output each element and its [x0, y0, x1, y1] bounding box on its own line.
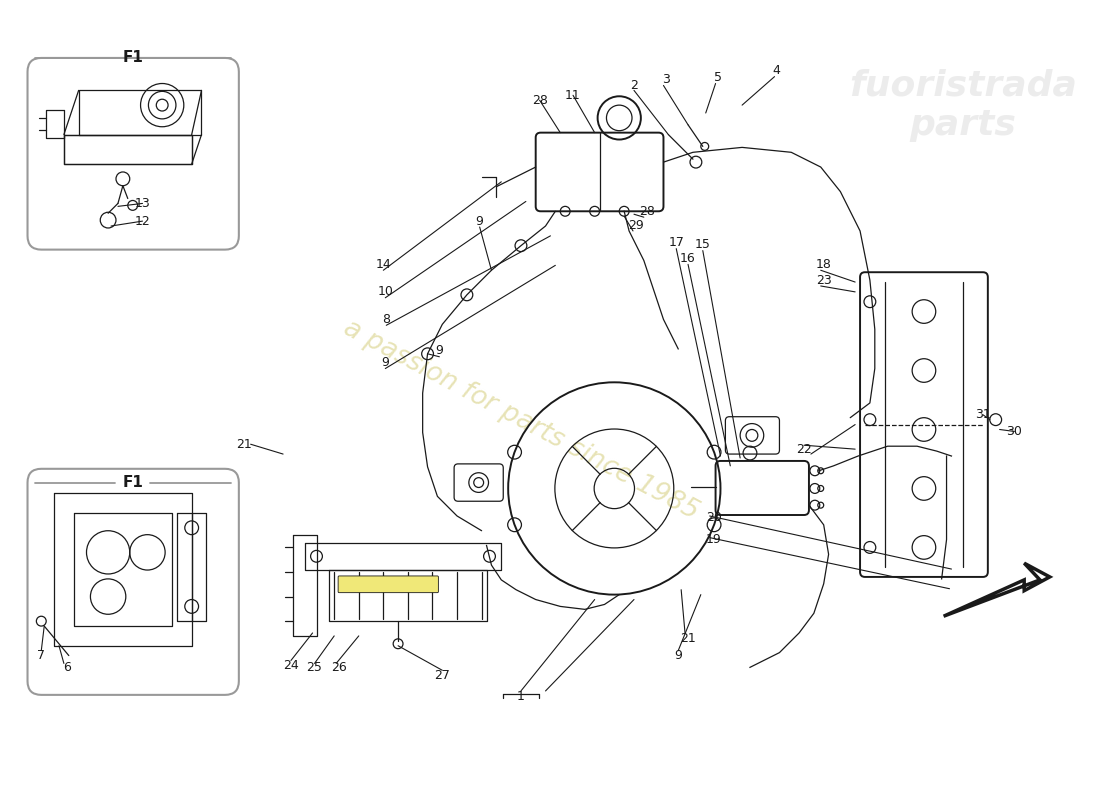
Text: 25: 25: [307, 661, 322, 674]
Text: 22: 22: [796, 442, 812, 456]
Text: 17: 17: [669, 236, 684, 250]
Text: 6: 6: [63, 661, 70, 674]
Text: 26: 26: [331, 661, 346, 674]
Text: 21: 21: [235, 438, 252, 450]
Text: 14: 14: [375, 258, 392, 271]
FancyBboxPatch shape: [338, 576, 439, 593]
Text: 11: 11: [565, 89, 581, 102]
Text: 2: 2: [630, 79, 638, 92]
Text: 16: 16: [680, 252, 696, 265]
Text: 27: 27: [434, 669, 450, 682]
Text: 1: 1: [517, 690, 525, 703]
Text: 31: 31: [975, 408, 991, 422]
Text: 21: 21: [680, 632, 696, 646]
Text: 8: 8: [383, 313, 390, 326]
Text: 7: 7: [37, 649, 45, 662]
Text: 28: 28: [531, 94, 548, 106]
Text: 30: 30: [1006, 425, 1022, 438]
Text: 15: 15: [695, 238, 711, 251]
Text: 12: 12: [134, 214, 151, 228]
Text: 4: 4: [772, 64, 780, 78]
Text: 5: 5: [714, 71, 722, 84]
Text: 20: 20: [706, 511, 722, 525]
Text: fuoristrada
parts: fuoristrada parts: [849, 69, 1077, 142]
Text: 23: 23: [816, 274, 832, 286]
Text: 9: 9: [382, 356, 389, 369]
Text: 29: 29: [628, 218, 643, 231]
Text: 3: 3: [662, 73, 670, 86]
Text: 13: 13: [134, 197, 151, 210]
Polygon shape: [944, 563, 1049, 616]
Text: F1: F1: [122, 50, 143, 66]
Text: F1: F1: [122, 475, 143, 490]
Text: 19: 19: [706, 533, 722, 546]
Text: a passion for parts since 1985: a passion for parts since 1985: [339, 314, 703, 525]
Text: 9: 9: [436, 344, 443, 358]
Text: 24: 24: [283, 659, 299, 672]
Text: 18: 18: [816, 258, 832, 271]
Text: 9: 9: [674, 649, 682, 662]
Text: 10: 10: [377, 286, 393, 298]
Text: 9: 9: [475, 214, 484, 228]
Text: 28: 28: [639, 205, 654, 218]
